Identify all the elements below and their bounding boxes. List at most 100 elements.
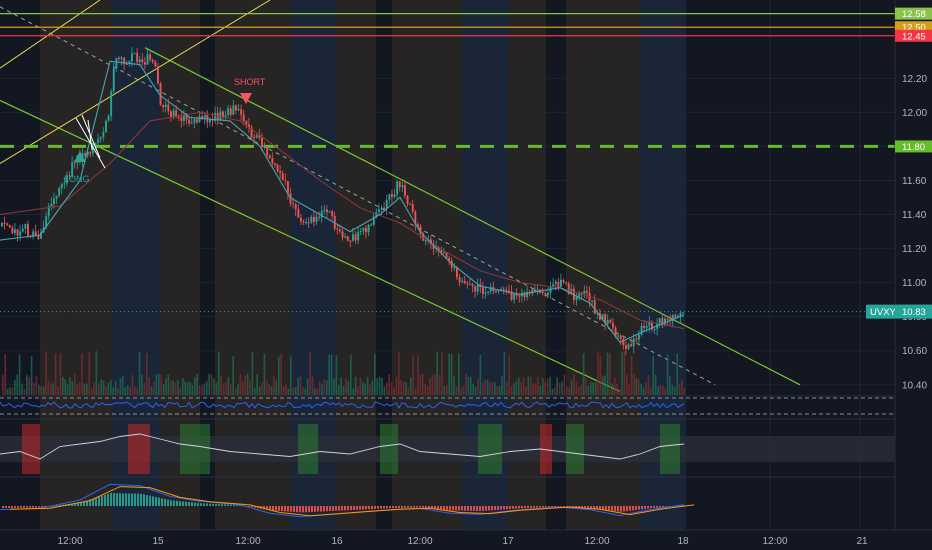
volume-bar [592, 382, 594, 395]
macd-histogram-bar [617, 506, 619, 512]
volume-bar [414, 388, 417, 395]
macd-histogram-bar [482, 506, 484, 511]
volume-bar [258, 386, 261, 395]
moving-averages [0, 60, 685, 343]
candle-body [216, 113, 219, 121]
volume-bar [671, 384, 674, 395]
volume-bar [484, 379, 486, 395]
volume-bar [657, 386, 659, 395]
macd-histogram-bar [443, 506, 445, 510]
candle-body [11, 227, 14, 234]
candle-body [432, 243, 435, 249]
volume-bar [59, 353, 62, 395]
candle-body [149, 54, 152, 60]
time-axis[interactable]: 12:00 15 12:00 16 12:00 17 12:00 18 12:00 21 [0, 529, 932, 550]
volume-bar [335, 355, 338, 395]
macd-histogram-bar [347, 506, 349, 511]
macd-histogram-bar [668, 506, 670, 507]
volume-bar [496, 386, 498, 395]
volume-bar [117, 388, 119, 395]
volume-bar [405, 382, 407, 395]
candle-body [326, 209, 328, 213]
volume-bar [390, 381, 393, 395]
volume-bar [126, 385, 129, 395]
candle-body [279, 171, 282, 174]
volume-bar [503, 351, 506, 395]
macd-histogram-bar [386, 506, 388, 509]
candle-body [237, 109, 240, 111]
volume-bar [491, 382, 494, 395]
volume-bar [518, 377, 520, 395]
candle-body [58, 188, 61, 196]
macd-histogram-bar [149, 495, 151, 506]
macd-histogram-bar [629, 506, 631, 511]
macd-histogram-bar [251, 506, 253, 508]
volume-bar [566, 386, 568, 395]
time-tick-label: 12:00 [235, 536, 260, 547]
volume-bar [602, 375, 604, 395]
volume-bar [6, 388, 9, 395]
volume-bar [45, 351, 47, 395]
volume-bar [54, 353, 57, 395]
price-axis[interactable]: 12.2012.0011.8011.6011.4011.2011.0010.80… [866, 0, 932, 530]
volume-bar [294, 387, 297, 395]
indicator-pane-1 [0, 395, 895, 415]
macd-histogram-bar [419, 506, 421, 508]
macd-histogram-bar [185, 501, 187, 506]
macd-histogram-bar [119, 493, 121, 506]
volume-bar [431, 374, 434, 395]
candle-body [250, 127, 253, 138]
candle-body [541, 291, 544, 293]
macd-histogram-bar [431, 506, 433, 509]
candle-body [417, 224, 419, 227]
candle-body [274, 163, 276, 165]
volume-bar [330, 354, 333, 395]
macd-histogram-bar [197, 502, 199, 506]
macd-histogram-bar [374, 506, 376, 509]
macd-histogram-bar [563, 506, 565, 507]
volume-bar [215, 382, 218, 395]
volume-bar [40, 385, 42, 395]
candle-body [125, 63, 128, 65]
volume-bar [434, 374, 436, 395]
candle-body [94, 142, 97, 147]
volume-bar [575, 382, 578, 395]
volume-bar [191, 384, 194, 395]
rsi-zone [180, 424, 210, 474]
volume-bar [206, 380, 208, 395]
candle-body [609, 319, 612, 323]
volume-bar [640, 383, 642, 395]
macd-histogram-bar [623, 506, 625, 512]
macd-histogram-bar [221, 504, 223, 506]
candle-body [661, 318, 664, 326]
rsi-zone [660, 424, 680, 474]
time-tick-label: 12:00 [584, 536, 609, 547]
volume-bar [244, 375, 246, 395]
candle-body [172, 110, 175, 117]
volume-bar [462, 385, 465, 395]
long-signal-label: LONG [64, 174, 90, 184]
candle-body [6, 223, 9, 225]
macd-histogram-bar [302, 506, 304, 513]
macd-histogram-bar [32, 506, 34, 508]
candle-body [86, 151, 89, 156]
volume-bar [352, 388, 354, 395]
macd-histogram-bar [104, 494, 106, 506]
volume-bar [410, 377, 412, 395]
candle-body [526, 291, 529, 298]
macd-histogram-bar [380, 506, 382, 509]
candle-body [482, 287, 484, 294]
macd-histogram-bar [182, 501, 184, 506]
volume-bar [664, 388, 666, 395]
volume-bar [201, 385, 203, 395]
volume-bar [179, 387, 182, 395]
candle-body [138, 59, 141, 63]
candle-body [513, 293, 516, 300]
rsi-zone [540, 424, 552, 474]
candle-body [302, 221, 305, 223]
candle-body [565, 281, 568, 284]
macd-histogram-bar [92, 498, 94, 506]
macd-histogram-bar [326, 506, 328, 512]
macd-histogram-bar [38, 506, 40, 508]
